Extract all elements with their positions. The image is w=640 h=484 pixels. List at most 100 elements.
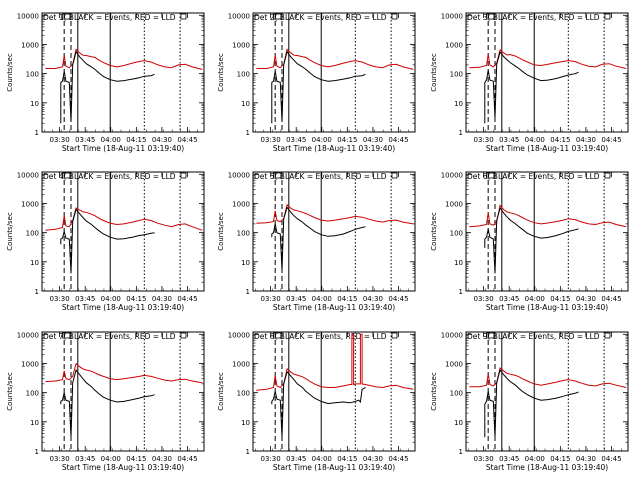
y-axis-label: Counts/sec (6, 372, 14, 411)
x-tick-label: 04:30 (576, 455, 596, 463)
x-tick-label: 04:00 (312, 295, 332, 303)
x-tick-label: 04:00 (101, 295, 121, 303)
x-tick-label: 04:45 (177, 295, 197, 303)
x-tick-label: 04:45 (177, 455, 197, 463)
x-tick-label: 04:30 (152, 295, 172, 303)
chart-title: Det 8( BLACK = Events, RED = LLD (254, 332, 387, 341)
orbit-marker-box (180, 172, 187, 179)
orbit-marker-box (391, 332, 398, 339)
y-tick-label: 100 (237, 230, 250, 238)
x-tick-label: 04:45 (601, 136, 621, 144)
y-tick-label: 1 (35, 448, 39, 456)
y-axis-label: Counts/sec (6, 53, 14, 92)
y-tick-label: 10000 (441, 331, 463, 339)
y-tick-label: 1 (246, 448, 250, 456)
y-tick-label: 1 (246, 129, 250, 137)
y-tick-label: 10000 (228, 331, 250, 339)
y-tick-label: 10000 (17, 12, 39, 20)
x-axis-label: Start Time (18-Aug-11 03:19:40) (273, 303, 395, 312)
plot-frame (465, 12, 629, 133)
chart-title: Det 2( BLACK = Events, RED = LLD (254, 13, 387, 22)
chart-title: Det 1( BLACK = Events, RED = LLD (43, 13, 176, 22)
x-tick-label: 03:30 (50, 455, 70, 463)
y-tick-label: 100 (237, 71, 250, 79)
chart-panel-7: Det 7( BLACK = Events, RED = LLD 1 10 100 10… (6, 331, 205, 472)
x-tick-label: 03:45 (499, 136, 519, 144)
y-tick-label: 10 (30, 419, 39, 427)
series-events-line (271, 370, 366, 438)
x-tick-label: 04:15 (126, 455, 146, 463)
x-axis-label: Start Time (18-Aug-11 03:19:40) (486, 144, 608, 153)
x-tick-label: 03:30 (474, 455, 494, 463)
series-lld-line (45, 207, 203, 231)
y-axis-label: Counts/sec (217, 53, 225, 92)
x-axis-label: Start Time (18-Aug-11 03:19:40) (273, 144, 395, 153)
y-tick-label: 1 (246, 288, 250, 296)
y-tick-label: 10000 (441, 171, 463, 179)
x-tick-label: 03:30 (50, 136, 70, 144)
x-tick-label: 04:45 (388, 295, 408, 303)
series-events-line (484, 206, 579, 274)
y-axis-label: Counts/sec (430, 212, 438, 251)
x-tick-label: 04:45 (601, 295, 621, 303)
chart-title: Det 4( BLACK = Events, RED = LLD (43, 172, 176, 181)
x-tick-label: 04:00 (101, 136, 121, 144)
x-tick-label: 04:15 (550, 136, 570, 144)
x-tick-label: 03:45 (286, 295, 306, 303)
chart-panel-5: Det 5( BLACK = Events, RED = LLD 1 10 100 10… (217, 171, 416, 312)
saa-marker-box (62, 172, 72, 179)
y-tick-label: 10 (454, 100, 463, 108)
plot-frame (41, 12, 205, 133)
x-tick-label: 04:00 (525, 295, 545, 303)
x-tick-label: 04:15 (550, 295, 570, 303)
saa-marker-box (273, 172, 283, 179)
series-events-line (60, 50, 155, 124)
y-tick-label: 100 (450, 390, 463, 398)
y-tick-label: 1000 (232, 360, 250, 368)
x-tick-label: 03:30 (50, 295, 70, 303)
y-tick-label: 10 (241, 419, 250, 427)
x-tick-label: 04:30 (152, 136, 172, 144)
saa-marker-box (62, 13, 72, 20)
y-tick-label: 10 (30, 100, 39, 108)
plot-frame (465, 331, 629, 452)
x-tick-label: 04:15 (550, 455, 570, 463)
x-tick-label: 04:15 (337, 455, 357, 463)
x-tick-label: 04:00 (525, 455, 545, 463)
plot-frame (252, 171, 416, 292)
x-tick-label: 04:45 (177, 136, 197, 144)
x-tick-label: 04:30 (363, 295, 383, 303)
series-events-line (484, 368, 579, 438)
y-tick-label: 1 (35, 129, 39, 137)
series-lld-line (469, 204, 627, 228)
y-tick-label: 1 (459, 448, 463, 456)
x-tick-label: 04:15 (337, 295, 357, 303)
saa-marker-box (486, 13, 496, 20)
y-tick-label: 1000 (232, 41, 250, 49)
y-tick-label: 10 (30, 259, 39, 267)
x-tick-label: 04:15 (126, 295, 146, 303)
y-tick-label: 100 (26, 390, 39, 398)
series-events-line (60, 208, 155, 274)
y-tick-label: 100 (26, 71, 39, 79)
series-lld-line (469, 49, 627, 69)
y-tick-label: 1 (35, 288, 39, 296)
saa-marker-box (486, 332, 496, 339)
x-tick-label: 04:30 (152, 455, 172, 463)
x-tick-label: 03:45 (75, 136, 95, 144)
chart-panel-8: Det 8( BLACK = Events, RED = LLD 1 10 100 10… (217, 331, 416, 472)
y-tick-label: 10 (454, 259, 463, 267)
x-tick-label: 04:00 (312, 136, 332, 144)
plot-frame (252, 331, 416, 452)
orbit-marker-box (391, 172, 398, 179)
x-tick-label: 03:30 (474, 136, 494, 144)
x-tick-label: 03:30 (261, 136, 281, 144)
chart-panel-9: Det 9( BLACK = Events, RED = LLD 1 10 100 10… (430, 331, 629, 472)
saa-marker-box (273, 13, 283, 20)
y-tick-label: 100 (450, 71, 463, 79)
y-tick-label: 1000 (21, 200, 39, 208)
x-tick-label: 04:30 (576, 136, 596, 144)
x-tick-label: 04:00 (101, 455, 121, 463)
